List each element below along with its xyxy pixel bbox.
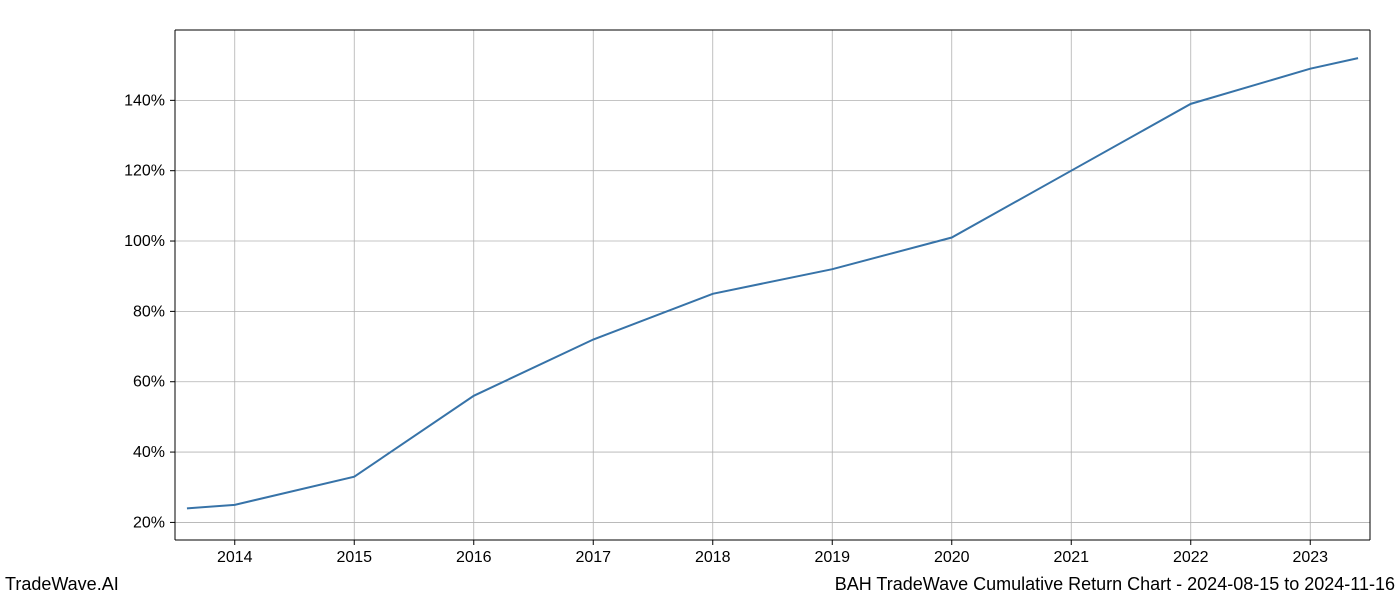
x-tick-label: 2016	[456, 549, 492, 566]
x-tick-label: 2023	[1292, 549, 1328, 566]
x-tick-label: 2021	[1053, 549, 1089, 566]
y-tick-label: 140%	[124, 92, 165, 109]
y-tick-label: 100%	[124, 233, 165, 250]
x-tick-label: 2022	[1173, 549, 1209, 566]
y-tick-label: 20%	[133, 514, 165, 531]
x-tick-label: 2017	[575, 549, 611, 566]
y-tick-label: 40%	[133, 444, 165, 461]
y-tick-label: 80%	[133, 303, 165, 320]
x-tick-label: 2020	[934, 549, 970, 566]
x-tick-label: 2018	[695, 549, 731, 566]
footer-left-label: TradeWave.AI	[5, 574, 119, 595]
footer-right-label: BAH TradeWave Cumulative Return Chart - …	[835, 574, 1395, 595]
x-tick-label: 2015	[336, 549, 372, 566]
x-tick-label: 2019	[814, 549, 850, 566]
chart-container: 2014 2015 2016 2017 2018 2019 2020 2021 2022 2023…	[0, 0, 1400, 600]
line-chart: 2014 2015 2016 2017 2018 2019 2020 2021 2022 2023…	[0, 0, 1400, 600]
x-tick-label: 2014	[217, 549, 253, 566]
y-tick-label: 120%	[124, 163, 165, 180]
data-line	[187, 58, 1358, 508]
y-tick-label: 60%	[133, 374, 165, 391]
